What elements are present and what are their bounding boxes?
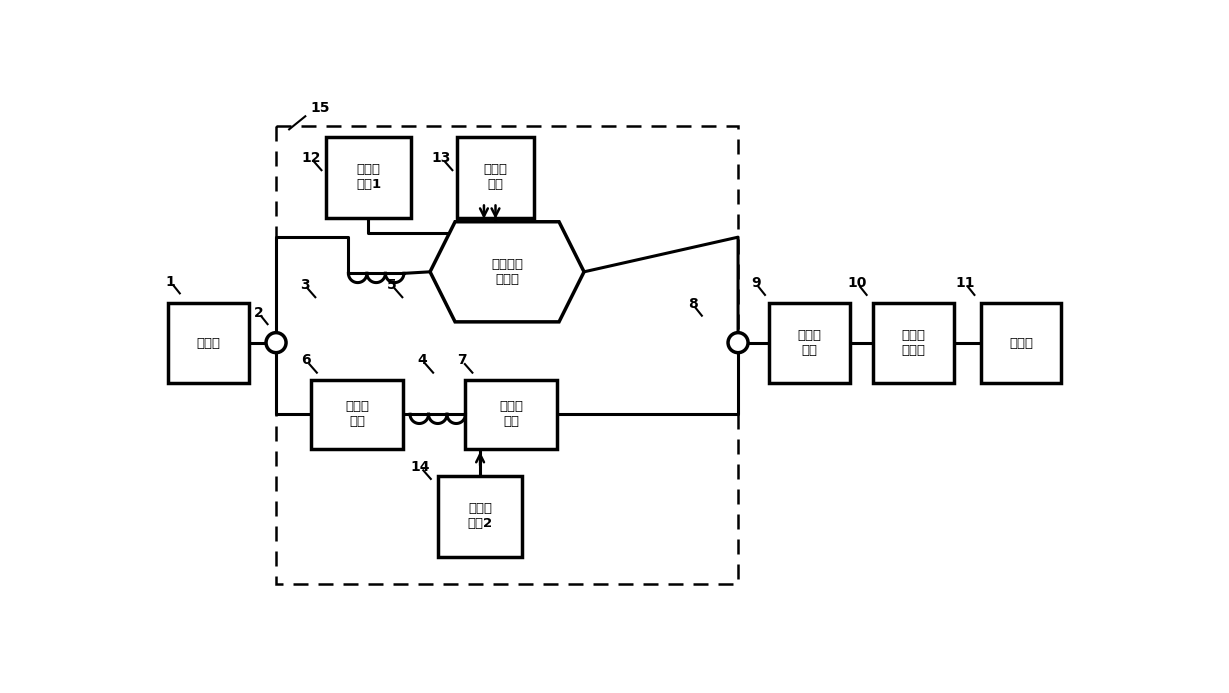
Bar xyxy=(326,137,410,218)
Text: 微波信
号源1: 微波信 号源1 xyxy=(356,164,381,191)
Bar xyxy=(873,303,954,383)
Text: 固定电
滤波器: 固定电 滤波器 xyxy=(901,329,925,357)
Bar xyxy=(465,380,557,449)
Text: 9: 9 xyxy=(751,277,761,290)
Text: 相位调
制器: 相位调 制器 xyxy=(499,401,522,428)
Bar xyxy=(769,303,849,383)
Bar xyxy=(457,137,533,218)
Text: 直流信
号源: 直流信 号源 xyxy=(483,164,508,191)
Text: 3: 3 xyxy=(300,278,310,292)
Text: 光电探
测器: 光电探 测器 xyxy=(798,329,821,357)
Bar xyxy=(438,476,522,556)
Text: 6: 6 xyxy=(301,353,311,367)
Bar xyxy=(311,380,403,449)
Text: 1: 1 xyxy=(166,275,176,289)
Bar xyxy=(981,303,1062,383)
Circle shape xyxy=(265,333,286,353)
Polygon shape xyxy=(430,222,584,322)
Bar xyxy=(277,125,739,584)
Text: 激光器: 激光器 xyxy=(197,337,221,349)
Text: 7: 7 xyxy=(457,353,467,367)
Text: 5: 5 xyxy=(387,278,397,292)
Text: 2: 2 xyxy=(253,306,263,319)
Text: 14: 14 xyxy=(410,459,430,473)
Text: 示波器: 示波器 xyxy=(1009,337,1034,349)
Bar xyxy=(168,303,249,383)
Text: 电光强度
调制器: 电光强度 调制器 xyxy=(492,258,524,286)
Text: 微波信
号源2: 微波信 号源2 xyxy=(467,502,493,530)
Text: 4: 4 xyxy=(418,353,428,367)
Text: 8: 8 xyxy=(688,297,698,311)
Text: 15: 15 xyxy=(311,100,331,114)
Text: 11: 11 xyxy=(955,277,975,290)
Text: 声光移
频器: 声光移 频器 xyxy=(345,401,369,428)
Text: 13: 13 xyxy=(431,151,451,165)
Text: 12: 12 xyxy=(301,151,321,165)
Circle shape xyxy=(728,333,748,353)
Text: 10: 10 xyxy=(848,277,868,290)
